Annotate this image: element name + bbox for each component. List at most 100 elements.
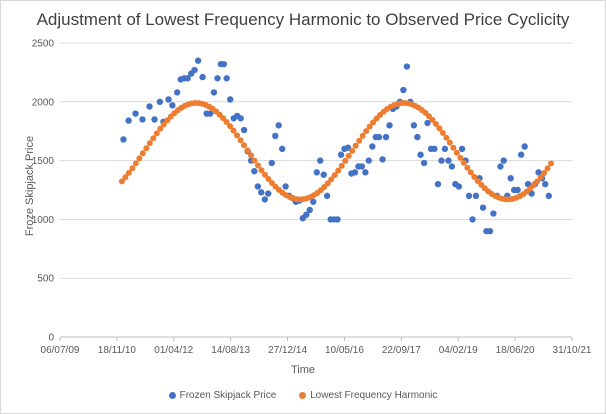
data-point-harmonic — [537, 174, 544, 181]
data-point-skipjack — [410, 122, 418, 129]
data-point-harmonic — [139, 150, 146, 157]
data-point-harmonic — [234, 132, 241, 139]
data-point-harmonic — [530, 182, 537, 189]
y-tick-label: 500 — [37, 274, 54, 285]
data-point-skipjack — [441, 145, 449, 153]
data-point-harmonic — [230, 127, 237, 134]
legend: Frozen Skipjack Price Lowest Frequency H… — [0, 390, 606, 401]
data-point-skipjack — [323, 192, 331, 200]
data-point-harmonic — [429, 116, 436, 123]
data-point-skipjack — [424, 119, 431, 127]
x-tick-label: 31/10/21 — [553, 345, 592, 356]
legend-marker-harmonic — [299, 391, 307, 399]
data-point-skipjack — [514, 186, 521, 194]
data-point-skipjack — [403, 63, 411, 70]
data-point-harmonic — [541, 169, 548, 176]
data-point-skipjack — [382, 133, 390, 141]
data-point-skipjack — [313, 169, 320, 176]
data-point-harmonic — [160, 121, 167, 128]
data-point-harmonic — [338, 162, 345, 169]
legend-item-harmonic: Lowest Frequency Harmonic — [299, 390, 437, 401]
data-point-harmonic — [136, 155, 143, 162]
data-point-skipjack — [191, 66, 198, 74]
data-point-skipjack — [210, 89, 218, 96]
data-point-harmonic — [534, 178, 541, 185]
data-point-skipjack — [379, 156, 386, 163]
data-point-harmonic — [118, 178, 125, 185]
data-point-skipjack — [120, 136, 127, 143]
data-point-harmonic — [324, 180, 331, 187]
data-point-skipjack — [490, 210, 497, 217]
data-point-harmonic — [370, 119, 377, 126]
data-point-harmonic — [220, 115, 227, 122]
legend-label-skipjack: Frozen Skipjack Price — [179, 390, 277, 401]
data-point-harmonic — [453, 149, 460, 156]
x-tick-label: 14/08/13 — [211, 345, 250, 356]
x-tick-label: 22/09/17 — [382, 345, 421, 356]
data-point-skipjack — [417, 151, 424, 158]
data-point-skipjack — [434, 180, 442, 188]
x-tick-label: 18/06/20 — [496, 345, 535, 356]
data-point-skipjack — [206, 110, 214, 117]
data-point-skipjack — [465, 192, 473, 200]
data-point-harmonic — [153, 130, 160, 137]
data-point-skipjack — [258, 189, 265, 196]
data-point-skipjack — [545, 192, 552, 200]
data-point-skipjack — [358, 163, 366, 170]
data-point-harmonic — [241, 142, 248, 149]
data-point-harmonic — [237, 137, 244, 144]
y-tick-label: 0 — [48, 333, 54, 344]
data-point-skipjack — [521, 143, 528, 150]
data-point-harmonic — [331, 172, 338, 179]
data-point-skipjack — [486, 227, 494, 235]
data-point-skipjack — [344, 144, 352, 151]
data-point-harmonic — [450, 144, 457, 151]
x-tick-label: 10/05/16 — [325, 345, 364, 356]
data-point-harmonic — [345, 152, 352, 159]
data-point-skipjack — [375, 133, 383, 141]
data-point-skipjack — [165, 96, 172, 103]
data-point-skipjack — [414, 133, 421, 141]
data-point-skipjack — [237, 115, 244, 122]
data-point-harmonic — [150, 135, 157, 142]
data-point-harmonic — [471, 173, 478, 180]
x-axis-label: Time — [290, 364, 316, 376]
data-point-harmonic — [446, 139, 453, 146]
data-point-skipjack — [479, 204, 487, 211]
data-point-harmonic — [363, 128, 370, 135]
data-point-skipjack — [265, 190, 272, 197]
data-point-harmonic — [244, 147, 251, 154]
data-point-harmonic — [366, 123, 373, 130]
y-tick-label: 2500 — [32, 39, 55, 50]
data-point-skipjack — [146, 103, 153, 110]
data-point-skipjack — [184, 75, 191, 82]
data-point-skipjack — [169, 102, 176, 109]
chart-title: Adjustment of Lowest Frequency Harmonic … — [36, 10, 570, 29]
data-point-skipjack — [220, 60, 228, 68]
data-point-harmonic — [251, 157, 258, 164]
data-point-skipjack — [227, 96, 234, 103]
data-point-harmonic — [227, 123, 234, 130]
data-point-skipjack — [386, 122, 393, 129]
data-point-skipjack — [337, 151, 345, 158]
data-point-skipjack — [194, 57, 202, 64]
legend-marker-skipjack — [168, 391, 176, 399]
data-point-skipjack — [261, 196, 268, 203]
data-point-harmonic — [460, 159, 467, 166]
data-point-skipjack — [334, 216, 341, 223]
data-point-skipjack — [156, 98, 164, 106]
data-point-harmonic — [335, 167, 342, 174]
data-point-skipjack — [320, 171, 327, 178]
data-point-harmonic — [122, 174, 129, 181]
data-point-skipjack — [535, 169, 542, 176]
data-point-skipjack — [125, 117, 132, 124]
x-tick-label: 27/12/14 — [268, 345, 307, 356]
data-point-harmonic — [436, 125, 443, 132]
data-point-harmonic — [258, 167, 265, 174]
data-point-harmonic — [265, 176, 272, 183]
data-point-harmonic — [146, 140, 153, 147]
data-point-harmonic — [439, 129, 446, 136]
x-tick-label: 06/07/09 — [41, 345, 80, 356]
